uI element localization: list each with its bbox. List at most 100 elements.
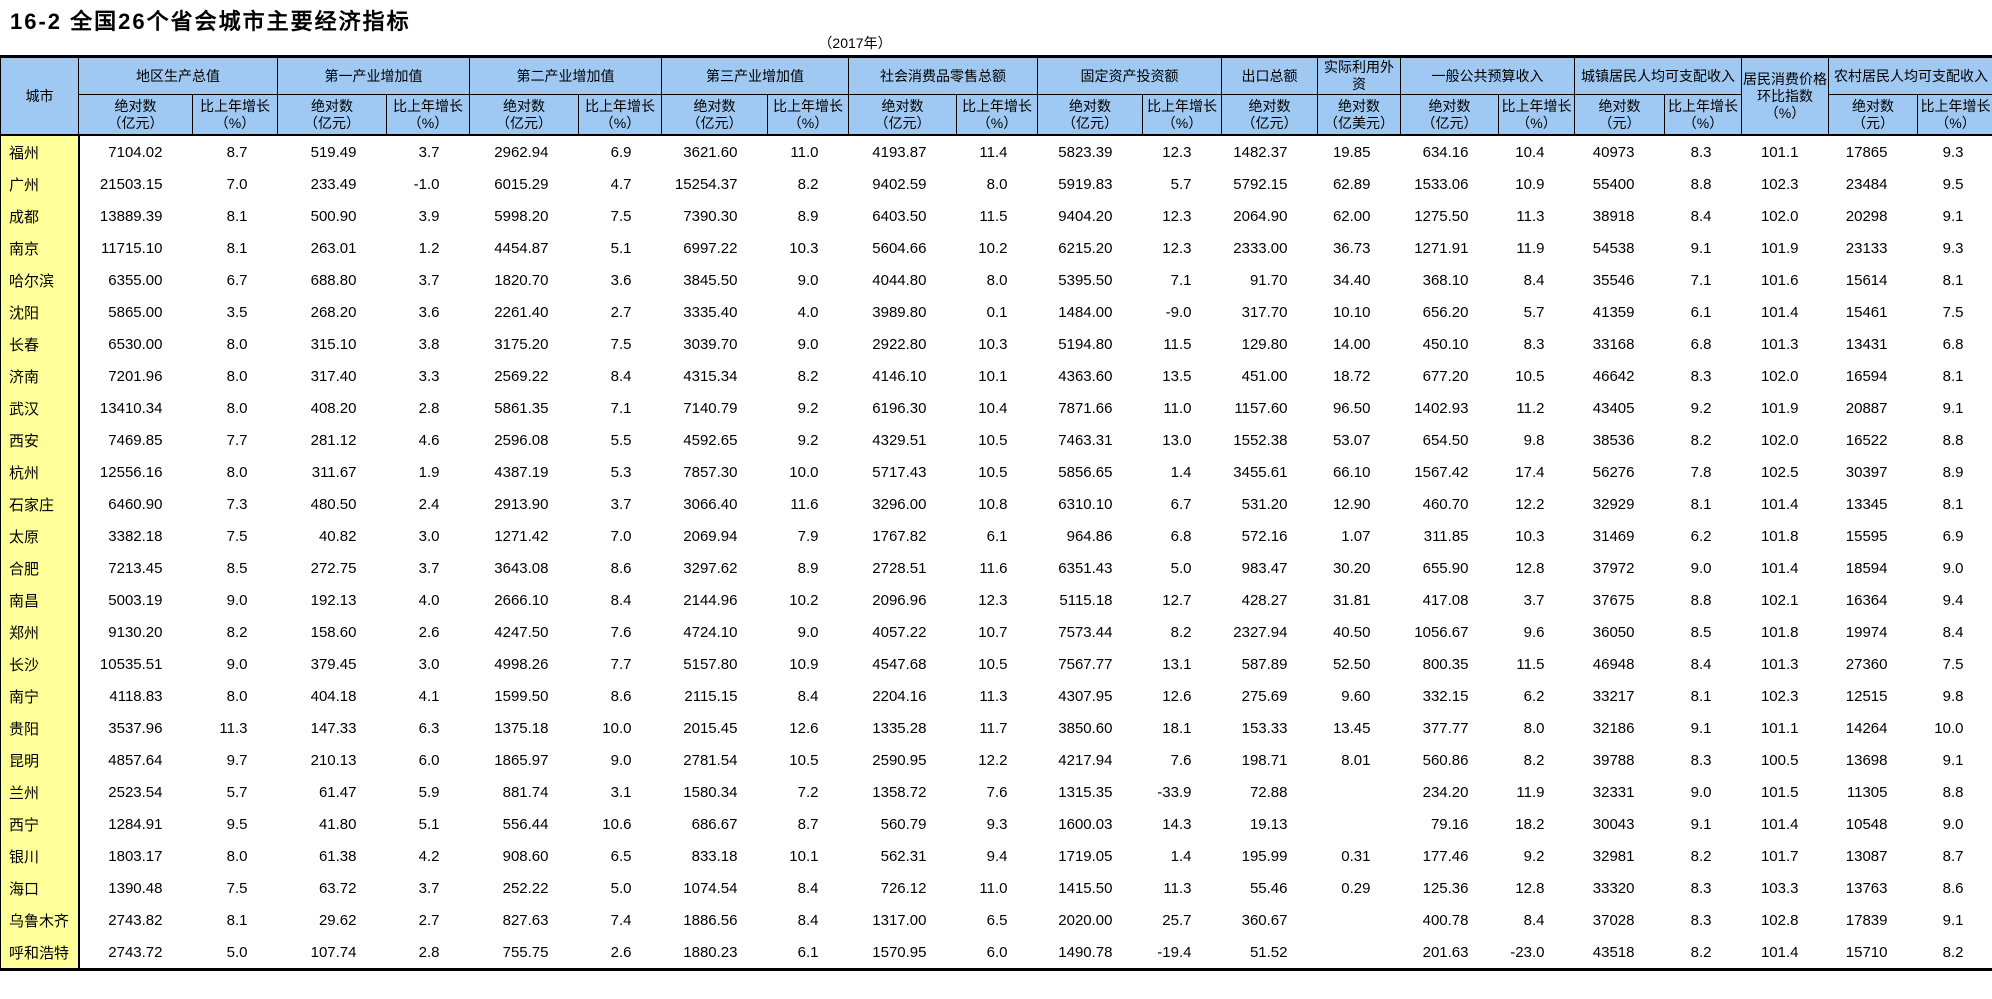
value-cell: 8.9 <box>767 552 849 584</box>
value-cell: 8.3 <box>1664 360 1742 392</box>
value-cell: 19974 <box>1828 616 1918 648</box>
value-cell: 17.4 <box>1498 456 1575 488</box>
value-cell: 4.1 <box>386 680 470 712</box>
value-cell: 103.3 <box>1741 872 1829 904</box>
value-cell: 964.86 <box>1037 520 1143 552</box>
value-cell: 4.0 <box>767 296 849 328</box>
value-cell: 1865.97 <box>469 744 579 776</box>
value-cell: 32331 <box>1574 776 1665 808</box>
value-cell: 233.49 <box>277 168 387 200</box>
value-cell: 13889.39 <box>78 200 193 232</box>
value-cell: 5.7 <box>1498 296 1575 328</box>
value-cell: 18.72 <box>1317 360 1401 392</box>
value-cell: 101.4 <box>1741 936 1829 971</box>
value-cell: 9.1 <box>1664 712 1742 744</box>
table-row: 郑州 9130.20 8.2 158.60 2.6 4247.50 7.6 4724.10 9.… <box>0 616 1992 648</box>
value-cell: 7469.85 <box>78 424 193 456</box>
value-cell: 500.90 <box>277 200 387 232</box>
value-cell: 726.12 <box>848 872 957 904</box>
value-cell: 1335.28 <box>848 712 957 744</box>
value-cell: 32981 <box>1574 840 1665 872</box>
value-cell: 66.10 <box>1317 456 1401 488</box>
value-cell: 6.1 <box>956 520 1038 552</box>
value-cell: 3.7 <box>386 872 470 904</box>
value-cell: 8.2 <box>1498 744 1575 776</box>
value-cell: 11.5 <box>956 200 1038 232</box>
value-cell: 3.7 <box>386 552 470 584</box>
value-cell: 101.8 <box>1741 616 1829 648</box>
value-cell: 460.70 <box>1400 488 1499 520</box>
city-cell: 成都 <box>0 200 80 232</box>
value-cell: 13087 <box>1828 840 1918 872</box>
value-cell: 9.0 <box>1664 552 1742 584</box>
value-cell: 100.5 <box>1741 744 1829 776</box>
value-cell: 10.5 <box>1498 360 1575 392</box>
value-cell: 12.2 <box>956 744 1038 776</box>
value-cell: 9.0 <box>1917 808 1992 840</box>
value-cell: 12.3 <box>1142 200 1222 232</box>
sub-header-gdp-absolute: 绝对数 （亿元） <box>78 94 193 136</box>
value-cell: 101.3 <box>1741 648 1829 680</box>
value-cell: 32186 <box>1574 712 1665 744</box>
value-cell: 450.10 <box>1400 328 1499 360</box>
value-cell: 7857.30 <box>661 456 768 488</box>
value-cell: 51.52 <box>1221 936 1318 971</box>
value-cell: 43405 <box>1574 392 1665 424</box>
value-cell: 18.1 <box>1142 712 1222 744</box>
value-cell: 8.9 <box>1917 456 1992 488</box>
value-cell: 6.8 <box>1917 328 1992 360</box>
value-cell: 12.7 <box>1142 584 1222 616</box>
value-cell: 686.67 <box>661 808 768 840</box>
value-cell: 12.3 <box>1142 135 1222 168</box>
value-cell: 2115.15 <box>661 680 768 712</box>
value-cell: 3.7 <box>1498 584 1575 616</box>
value-cell: 332.15 <box>1400 680 1499 712</box>
value-cell: 5.9 <box>386 776 470 808</box>
city-cell: 长春 <box>0 328 80 360</box>
value-cell: -23.0 <box>1498 936 1575 971</box>
value-cell: 7.2 <box>767 776 849 808</box>
value-cell: 10.5 <box>956 456 1038 488</box>
value-cell: 6.9 <box>1917 520 1992 552</box>
value-cell: 13345 <box>1828 488 1918 520</box>
table-row: 乌鲁木齐 2743.82 8.1 29.62 2.7 827.63 7.4 1886.56 8.… <box>0 904 1992 936</box>
value-cell: 5792.15 <box>1221 168 1318 200</box>
value-cell: 8.1 <box>1917 360 1992 392</box>
group-header-gdp: 地区生产总值 <box>78 55 278 95</box>
value-cell: 1.2 <box>386 232 470 264</box>
value-cell: 3.6 <box>386 296 470 328</box>
value-cell: 31.81 <box>1317 584 1401 616</box>
city-cell: 杭州 <box>0 456 80 488</box>
value-cell: 8.0 <box>192 680 278 712</box>
value-cell: 101.4 <box>1741 296 1829 328</box>
value-cell: 11.3 <box>956 680 1038 712</box>
value-cell: 3066.40 <box>661 488 768 520</box>
value-cell: 2327.94 <box>1221 616 1318 648</box>
value-cell: 177.46 <box>1400 840 1499 872</box>
value-cell: 8.2 <box>767 360 849 392</box>
value-cell: 1570.95 <box>848 936 957 971</box>
value-cell: 5.7 <box>1142 168 1222 200</box>
value-cell: 8.4 <box>767 680 849 712</box>
value-cell: 4592.65 <box>661 424 768 456</box>
value-cell: 9.3 <box>1917 232 1992 264</box>
value-cell: 0.29 <box>1317 872 1401 904</box>
value-cell: 8.1 <box>192 200 278 232</box>
value-cell: 755.75 <box>469 936 579 971</box>
value-cell: 6.0 <box>386 744 470 776</box>
value-cell: 2743.82 <box>78 904 193 936</box>
value-cell: 9.5 <box>1917 168 1992 200</box>
sub-header-urban-income-growth: 比上年增长 （%） <box>1664 94 1742 136</box>
value-cell: 3643.08 <box>469 552 579 584</box>
value-cell: 192.13 <box>277 584 387 616</box>
value-cell: 5.0 <box>578 872 662 904</box>
value-cell: 15595 <box>1828 520 1918 552</box>
value-cell: 4363.60 <box>1037 360 1143 392</box>
value-cell: 7.1 <box>1664 264 1742 296</box>
value-cell: 9.1 <box>1917 200 1992 232</box>
value-cell: 2.7 <box>386 904 470 936</box>
value-cell: 10.4 <box>956 392 1038 424</box>
group-header-urban-income: 城镇居民人均可支配收入 <box>1574 55 1742 95</box>
group-header-public-budget-revenue: 一般公共预算收入 <box>1400 55 1575 95</box>
value-cell: 16522 <box>1828 424 1918 456</box>
